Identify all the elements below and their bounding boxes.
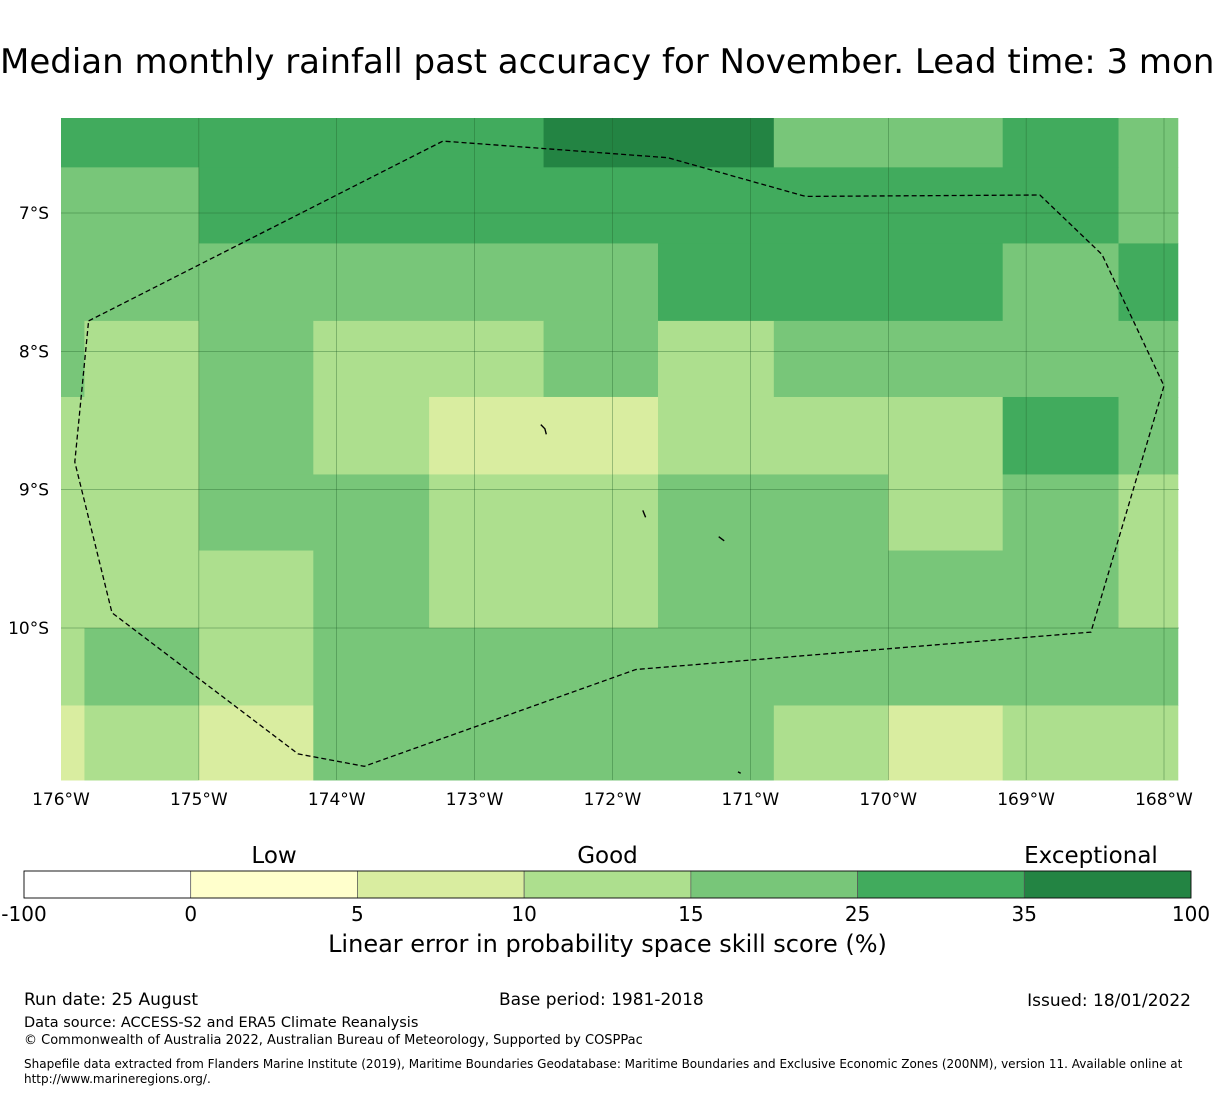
skill-cell	[198, 628, 314, 706]
skill-cell	[429, 474, 659, 552]
skill-cell	[198, 550, 314, 629]
island	[737, 771, 742, 774]
longitude-label: 170°W	[859, 790, 917, 810]
skill-cell	[773, 320, 1179, 398]
colorbar-bin	[857, 870, 1025, 899]
skill-cell	[1002, 118, 1120, 168]
skill-cell	[61, 628, 85, 706]
skill-cell	[1118, 396, 1179, 475]
longitude-label: 174°W	[308, 790, 366, 810]
data-source: Data source: ACCESS-S2 and ERA5 Climate …	[24, 1015, 419, 1031]
colorbar-bin	[23, 870, 192, 899]
map-title: Median monthly rainfall past accuracy fo…	[0, 42, 1215, 82]
skill-cell	[313, 628, 1179, 706]
skill-cell	[198, 167, 1120, 244]
longitude-label: 176°W	[32, 790, 90, 810]
skill-cell	[1002, 396, 1120, 475]
colorbar-category-label: Good	[577, 843, 638, 869]
island	[540, 424, 547, 435]
skill-cell	[1002, 243, 1120, 322]
latitude-label: 8°S	[19, 342, 49, 362]
longitude-label: 169°W	[997, 790, 1055, 810]
colorbar-tick-label: 15	[678, 902, 704, 926]
skill-cell	[429, 396, 659, 475]
latitude-label: 9°S	[19, 481, 49, 501]
colorbar-tick-label: 100	[1171, 902, 1211, 926]
skill-map: 7°S8°S9°S10°S 176°W 175°W 174°W 173°W 172°W 1…	[8, 118, 1193, 899]
base-period: Base period: 1981-2018	[499, 990, 704, 1010]
skill-cell	[1118, 550, 1179, 629]
latitude-label: 7°S	[19, 204, 49, 224]
graticule	[61, 118, 1179, 780]
longitude-label: 175°W	[170, 790, 228, 810]
longitude-label: 168°W	[1135, 790, 1193, 810]
skill-cell	[888, 705, 1004, 781]
skill-cell	[61, 167, 200, 244]
skill-cell	[1118, 474, 1179, 552]
skill-cell	[313, 320, 545, 398]
skill-cell	[61, 705, 85, 781]
skill-cell	[1002, 474, 1120, 552]
skill-cell	[657, 243, 1004, 322]
colorbar-bin	[523, 870, 692, 899]
skill-cell	[773, 705, 889, 781]
skill-cell	[888, 474, 1004, 552]
skill-cell	[543, 118, 775, 168]
skill-cell	[313, 705, 775, 781]
skill-cell	[313, 550, 430, 629]
longitude-label: 171°W	[721, 790, 779, 810]
colorbar-tick-label: 5	[351, 902, 364, 926]
skill-cell	[657, 320, 775, 398]
issued-date: Issued: 18/01/2022	[1027, 991, 1191, 1011]
longitude-labels: 176°W 175°W 174°W 173°W 172°W 171°W 170°W 169°W…	[32, 790, 1193, 810]
skill-cell	[198, 705, 314, 781]
colorbar-bin	[190, 870, 358, 899]
colorbar-tick-label: 35	[1011, 902, 1038, 926]
islands	[540, 424, 742, 774]
skill-cell	[198, 118, 545, 168]
island	[718, 536, 725, 542]
colorbar-tick-label: 10	[511, 902, 537, 926]
skill-cell	[313, 396, 430, 475]
skill-cell	[1118, 118, 1179, 168]
skill-cell	[657, 474, 889, 552]
skill-grid	[61, 118, 1179, 781]
skill-cell	[198, 396, 314, 475]
skill-cell	[61, 243, 659, 322]
colorbar-tick-label: 25	[844, 902, 871, 926]
skill-cell	[198, 320, 314, 398]
colorbar-category-label: Exceptional	[1024, 843, 1158, 869]
colorbar-label: Linear error in probability space skill …	[328, 930, 887, 958]
colorbar-bin	[1023, 870, 1192, 899]
skill-cell	[84, 320, 200, 398]
colorbar-bin	[357, 870, 525, 899]
longitude-label: 172°W	[584, 790, 642, 810]
copyright: © Commonwealth of Australia 2022, Austra…	[24, 1033, 643, 1048]
skill-cell	[543, 320, 659, 398]
skill-cell	[657, 396, 1004, 475]
latitude-labels: 7°S 8°S 9°S 10°S	[8, 204, 49, 639]
skill-cell	[198, 474, 430, 552]
shapefile-credit: Shapefile data extracted from Flanders M…	[24, 1057, 1183, 1086]
colorbar-tick-label: -100	[1, 902, 47, 926]
skill-cell	[1002, 705, 1179, 781]
skill-cell	[84, 628, 200, 706]
longitude-label: 173°W	[446, 790, 504, 810]
skill-cell	[429, 550, 659, 629]
skill-cell	[61, 118, 200, 168]
colorbar-frame	[23, 870, 1192, 899]
skill-cell	[1118, 243, 1179, 322]
colorbar-category-label: Low	[251, 843, 297, 869]
skill-cell	[61, 396, 200, 475]
skill-cell	[61, 474, 200, 552]
colorbar	[23, 870, 1192, 899]
run-date: Run date: 25 August	[24, 990, 198, 1010]
colorbar-bin	[690, 870, 858, 899]
skill-cell	[84, 705, 200, 781]
colorbar-tick-label: 0	[184, 902, 198, 926]
latitude-label: 10°S	[8, 619, 49, 639]
island	[642, 510, 647, 518]
skill-cell	[61, 550, 200, 629]
skill-cell	[1118, 167, 1179, 244]
